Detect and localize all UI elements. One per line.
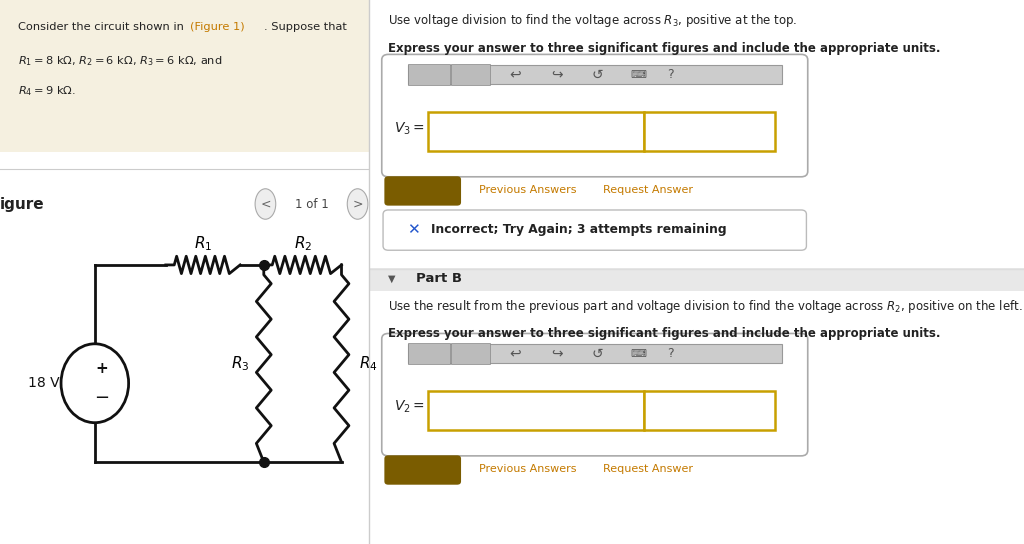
Text: ?: ? <box>667 347 674 360</box>
Text: ↺: ↺ <box>592 67 603 82</box>
Text: . Suppose that: . Suppose that <box>263 22 346 32</box>
Text: Previous Answers: Previous Answers <box>479 465 577 474</box>
Text: ↩: ↩ <box>510 347 521 361</box>
Text: ⌨: ⌨ <box>631 349 647 358</box>
Text: >: > <box>352 197 362 211</box>
Text: ✕: ✕ <box>407 222 420 237</box>
Text: ↩: ↩ <box>510 67 521 82</box>
Text: Previous Answers: Previous Answers <box>479 186 577 195</box>
Text: $R_4$: $R_4$ <box>359 354 378 373</box>
Text: 4: 4 <box>437 400 451 419</box>
FancyBboxPatch shape <box>382 333 808 456</box>
FancyBboxPatch shape <box>408 343 450 364</box>
FancyBboxPatch shape <box>369 268 1024 291</box>
Circle shape <box>255 189 275 219</box>
Text: $R_2$: $R_2$ <box>294 234 311 252</box>
Text: −: − <box>94 390 110 407</box>
FancyBboxPatch shape <box>383 210 807 250</box>
Text: ↪: ↪ <box>551 67 562 82</box>
Text: $V_2 =$: $V_2 =$ <box>393 399 424 415</box>
Text: $R_1$: $R_1$ <box>194 234 212 252</box>
Text: Express your answer to three significant figures and include the appropriate uni: Express your answer to three significant… <box>388 42 941 55</box>
FancyBboxPatch shape <box>408 64 450 85</box>
Circle shape <box>61 344 129 423</box>
Text: Use voltage division to find the voltage across $R_3$, positive at the top.: Use voltage division to find the voltage… <box>388 12 798 29</box>
FancyBboxPatch shape <box>384 176 461 206</box>
Text: ⌨: ⌨ <box>631 70 647 79</box>
FancyBboxPatch shape <box>382 54 808 177</box>
Text: (Figure 1): (Figure 1) <box>189 22 245 32</box>
Text: Part B: Part B <box>416 272 462 285</box>
FancyBboxPatch shape <box>428 112 644 151</box>
Text: +: + <box>95 361 108 376</box>
FancyBboxPatch shape <box>452 343 489 364</box>
FancyBboxPatch shape <box>452 64 489 85</box>
Text: ?: ? <box>667 68 674 81</box>
Text: Express your answer to three significant figures and include the appropriate uni: Express your answer to three significant… <box>388 327 941 341</box>
Text: Request Answer: Request Answer <box>603 186 693 195</box>
Text: $R_3$: $R_3$ <box>230 354 250 373</box>
Text: igure: igure <box>0 196 45 212</box>
Circle shape <box>347 189 368 219</box>
FancyBboxPatch shape <box>408 344 781 363</box>
FancyBboxPatch shape <box>408 65 781 84</box>
Text: V: V <box>655 121 671 141</box>
FancyBboxPatch shape <box>384 455 461 485</box>
FancyBboxPatch shape <box>644 391 775 430</box>
Text: 1 of 1: 1 of 1 <box>295 197 329 211</box>
Text: ↺: ↺ <box>592 347 603 361</box>
Text: Submit: Submit <box>399 184 446 197</box>
Text: V: V <box>655 400 671 419</box>
Text: <: < <box>260 197 270 211</box>
Text: ↪: ↪ <box>551 347 562 361</box>
FancyBboxPatch shape <box>0 0 369 152</box>
FancyBboxPatch shape <box>428 391 644 430</box>
Text: Consider the circuit shown in: Consider the circuit shown in <box>18 22 188 32</box>
Text: $R_1 = 8\ \mathrm{k\Omega}$, $R_2 = 6\ \mathrm{k\Omega}$, $R_3 = 6\ \mathrm{k\Om: $R_1 = 8\ \mathrm{k\Omega}$, $R_2 = 6\ \… <box>18 54 223 68</box>
Text: $R_4 = 9\ \mathrm{k\Omega}$.: $R_4 = 9\ \mathrm{k\Omega}$. <box>18 84 76 98</box>
Text: 8: 8 <box>437 121 451 141</box>
Text: Submit: Submit <box>399 463 446 476</box>
Text: Incorrect; Try Again; 3 attempts remaining: Incorrect; Try Again; 3 attempts remaini… <box>431 223 726 236</box>
FancyBboxPatch shape <box>644 112 775 151</box>
FancyBboxPatch shape <box>0 169 369 544</box>
Text: 18 V: 18 V <box>29 376 60 390</box>
Text: ▼: ▼ <box>388 274 396 283</box>
Text: Use the result from the previous part and voltage division to find the voltage a: Use the result from the previous part an… <box>388 298 1023 315</box>
Text: $V_3 =$: $V_3 =$ <box>393 121 424 137</box>
Text: Request Answer: Request Answer <box>603 465 693 474</box>
Text: µÅ: µÅ <box>422 68 436 80</box>
Text: µÅ: µÅ <box>422 347 436 359</box>
